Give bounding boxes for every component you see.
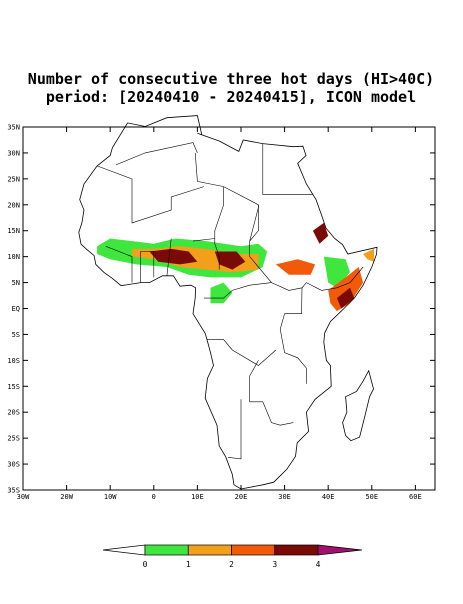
lat-tick-label: 15N [7,227,20,235]
border [166,238,172,276]
lat-tick-label: 35S [7,487,20,495]
hot-day-area [214,251,246,270]
border [249,204,259,242]
colorbar-segment [317,544,363,556]
map-subtitle: period: [20240410 - 20240415], ICON mode… [46,88,416,106]
lat-tick-label: 20N [7,201,20,209]
lon-tick-label: 0 [152,493,156,501]
lat-tick-label: 10N [7,253,20,261]
hot-day-area [275,259,316,275]
border [203,282,272,299]
lat-tick-label: 15S [7,383,20,391]
colorbar-label: 0 [143,560,148,569]
border [105,246,133,283]
colorbar-segment [144,544,189,556]
colorbar: 0 1 2 3 4 [102,544,363,569]
hot-day-area [149,248,198,265]
lat-tick-label: 5N [12,279,20,287]
hot-day-area [323,256,350,288]
colorbar-label: 2 [229,560,234,569]
lon-tick-label: 30W [17,493,30,501]
lon-tick-label: 50E [365,493,378,501]
lat-tick-label: 10S [7,357,20,365]
lon-tick-label: 60E [409,493,422,501]
border [96,165,204,224]
border [140,251,155,283]
colorbar-segment [274,544,319,556]
lon-tick-label: 40E [322,493,335,501]
coastline [78,115,378,490]
border [115,142,198,166]
lat-tick-label: 25N [7,175,20,183]
map-layer [78,115,378,490]
colorbar-label: 4 [316,560,321,569]
coastline [342,369,374,442]
colorbar-label: 3 [272,560,277,569]
border [207,339,277,366]
axes: 35N 30N 25N 20N 15N 10N 5N EQ 5S 10S 15S 20S 25S 30S 3… [7,124,436,501]
lon-tick-label: 10E [191,493,204,501]
colorbar-segment [102,544,146,556]
lat-tick-label: 5S [12,331,20,339]
hot-day-area [336,287,355,309]
border [262,143,313,195]
map-title: Number of consecutive three hot days (HI… [28,70,434,88]
border [214,186,224,270]
colorbar-label: 1 [186,560,191,569]
lon-tick-label: 20E [235,493,248,501]
hot-day-area [312,222,329,244]
lat-tick-label: 35N [7,124,20,132]
colorbar-segment [231,544,276,556]
lon-tick-label: 10W [104,493,117,501]
lat-tick-label: 30N [7,149,20,157]
border [249,360,294,426]
colorbar-segment [187,544,232,556]
hot-day-area [328,267,364,312]
border [192,238,215,242]
border [227,399,242,460]
plot-frame [22,126,436,491]
lat-tick-label: EQ [12,305,20,313]
lon-tick-label: 20W [60,493,73,501]
lon-tick-label: 30E [278,493,291,501]
hot-day-area [363,248,374,262]
lat-tick-label: 30S [7,461,20,469]
border [279,287,307,384]
lat-tick-label: 25S [7,435,20,443]
lat-tick-label: 20S [7,409,20,417]
border [249,256,364,291]
